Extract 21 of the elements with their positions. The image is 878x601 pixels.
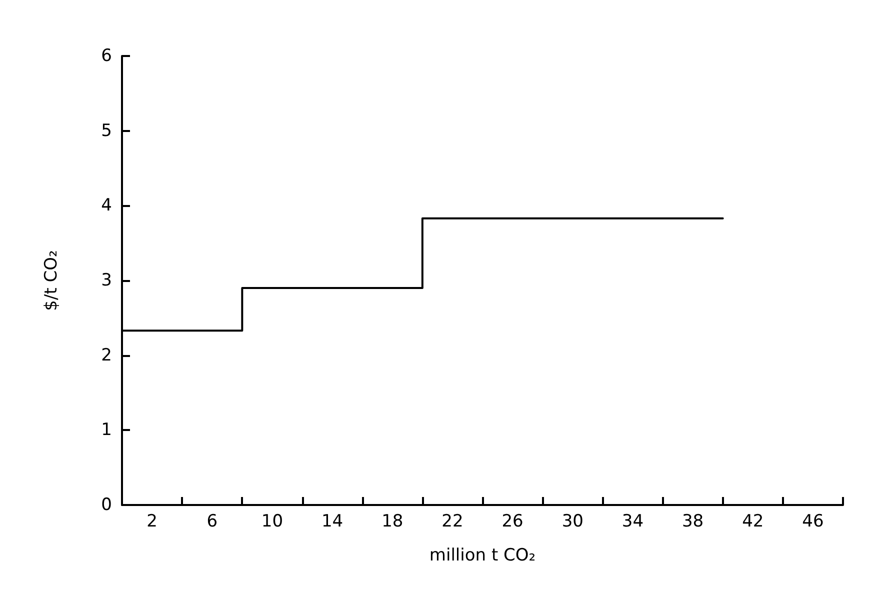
x-tick-label: 14 xyxy=(321,512,344,532)
x-tick-label: 10 xyxy=(261,512,284,532)
x-tick-label: 22 xyxy=(442,512,464,532)
y-tick-label: 3 xyxy=(101,270,112,290)
y-tick-label: 0 xyxy=(101,495,112,515)
x-tick-label: 38 xyxy=(682,512,704,532)
x-tick-label: 18 xyxy=(382,512,404,532)
x-tick-label: 26 xyxy=(502,512,524,532)
x-tick-label: 2 xyxy=(146,512,158,532)
y-tick-label: 5 xyxy=(101,120,112,141)
x-tick-label: 46 xyxy=(802,512,824,532)
x-tick-label: 6 xyxy=(206,512,218,532)
x-tick-label: 42 xyxy=(742,512,764,532)
y-tick-label: 6 xyxy=(101,46,112,66)
x-tick-label: 30 xyxy=(562,512,584,532)
x-axis-title: million t CO₂ xyxy=(429,546,536,566)
y-axis-title: $/t CO₂ xyxy=(42,250,62,311)
x-tick-label: 34 xyxy=(622,512,644,532)
y-tick-label: 2 xyxy=(101,345,112,366)
y-tick-label: 4 xyxy=(101,196,112,216)
y-tick-label: 1 xyxy=(101,420,112,440)
